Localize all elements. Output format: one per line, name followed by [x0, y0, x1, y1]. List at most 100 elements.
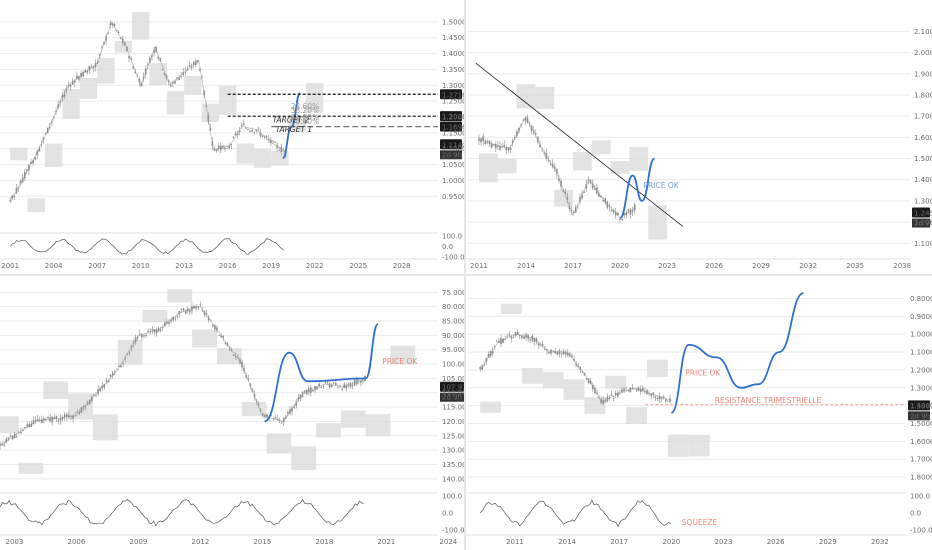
- candle-body: [259, 132, 262, 136]
- candle-body: [22, 430, 24, 432]
- candle-body: [617, 392, 619, 397]
- price-label: 1.20260: [442, 113, 464, 121]
- candle-body: [251, 130, 253, 132]
- candle-body: [109, 23, 112, 26]
- candle-body: [512, 337, 515, 338]
- candle-body: [215, 149, 218, 151]
- candle-body: [71, 81, 74, 85]
- price-series-line: [479, 333, 672, 403]
- y-tick-label: 80.000: [442, 303, 464, 311]
- candle-body: [522, 119, 524, 121]
- candle-body: [174, 318, 177, 320]
- candle-body: [24, 427, 26, 428]
- x-tick-label: 2038: [893, 262, 911, 270]
- cloud-band: [68, 393, 93, 420]
- candle-body: [257, 404, 260, 406]
- candle-body: [245, 127, 247, 129]
- y-tick-label: 1.15000: [442, 129, 464, 137]
- candle-body: [491, 350, 494, 354]
- cloud-band: [629, 147, 649, 171]
- y-tick-label: 125.000: [442, 432, 464, 440]
- candle-body: [642, 387, 644, 391]
- candle-body: [242, 123, 245, 126]
- candle-body: [193, 305, 195, 309]
- candle-body: [226, 145, 228, 147]
- candle-body: [9, 436, 12, 438]
- candle-body: [652, 392, 655, 395]
- candle-body: [585, 183, 588, 189]
- x-tick-label: 2014: [517, 262, 535, 270]
- x-tick-label: 2011: [470, 262, 488, 270]
- candle-body: [143, 335, 145, 337]
- fib-label-78: 78.60%: [291, 117, 320, 126]
- candle-body: [320, 387, 323, 388]
- candle-body: [30, 161, 32, 164]
- cloud-band: [647, 359, 668, 377]
- candle-body: [130, 58, 132, 60]
- x-tick-label: 2003: [6, 538, 24, 546]
- y-tick-label: 1.400000: [910, 402, 932, 410]
- candle-body: [487, 354, 490, 358]
- candle-body: [172, 316, 174, 321]
- candle-body: [505, 147, 508, 151]
- candle-body: [116, 368, 118, 370]
- y-tick-label: 1.50000: [442, 18, 464, 26]
- candle-body: [72, 415, 74, 419]
- candle-body: [34, 419, 37, 421]
- y-tick-label: 120.000: [442, 418, 464, 426]
- candle-body: [328, 383, 331, 388]
- candle-body: [194, 60, 197, 65]
- fib-label-61: 61.80%: [291, 113, 320, 122]
- candle-body: [513, 137, 516, 139]
- candle-body: [197, 60, 199, 63]
- candle-body: [51, 121, 53, 123]
- candle-body: [201, 309, 204, 311]
- cloud-band: [648, 205, 668, 240]
- candle-body: [287, 412, 289, 414]
- candle-body: [280, 422, 283, 424]
- candle-body: [192, 62, 195, 66]
- candle-body: [496, 341, 498, 343]
- y-tick-label: 1.100000: [910, 349, 932, 357]
- candle-body: [497, 145, 499, 147]
- cloud-band: [542, 371, 564, 389]
- oscillator-line: [0, 498, 365, 527]
- candle-body: [180, 76, 182, 78]
- x-tick-label: 2035: [846, 262, 864, 270]
- x-tick-label: 2007: [88, 262, 106, 270]
- price-label: 107.910: [442, 384, 464, 392]
- candle-body: [593, 187, 596, 190]
- osc-tick-label: 0.0: [442, 243, 453, 251]
- candle-body: [535, 338, 538, 342]
- candle-body: [197, 306, 200, 307]
- candle-body: [180, 309, 183, 310]
- candle-body: [199, 304, 202, 306]
- candle-body: [88, 65, 91, 71]
- candle-body: [664, 399, 667, 402]
- candle-body: [650, 393, 652, 396]
- candle-body: [247, 129, 249, 130]
- cloud-band: [667, 434, 689, 457]
- cloud-band: [0, 416, 19, 434]
- cloud-band: [219, 85, 237, 116]
- x-tick-label: 2016: [219, 262, 237, 270]
- cloud-band: [340, 410, 366, 428]
- candle-body: [69, 84, 72, 87]
- trendline: [475, 62, 683, 227]
- price-label-bg: [440, 121, 462, 132]
- cloud-band: [241, 401, 267, 416]
- candle-body: [213, 148, 216, 151]
- y-tick-label: 130.000: [442, 447, 464, 455]
- candle-body: [184, 310, 187, 314]
- candle-body: [658, 395, 661, 400]
- candle-body: [577, 365, 579, 367]
- candle-body: [484, 141, 487, 145]
- price-ok-label: PRICE OK: [644, 181, 680, 190]
- candle-body: [111, 22, 114, 25]
- candle-body: [159, 329, 162, 331]
- x-tick-label: 2012: [191, 538, 209, 546]
- candle-body: [139, 333, 141, 335]
- target-1-label: TARGET 1: [276, 125, 313, 134]
